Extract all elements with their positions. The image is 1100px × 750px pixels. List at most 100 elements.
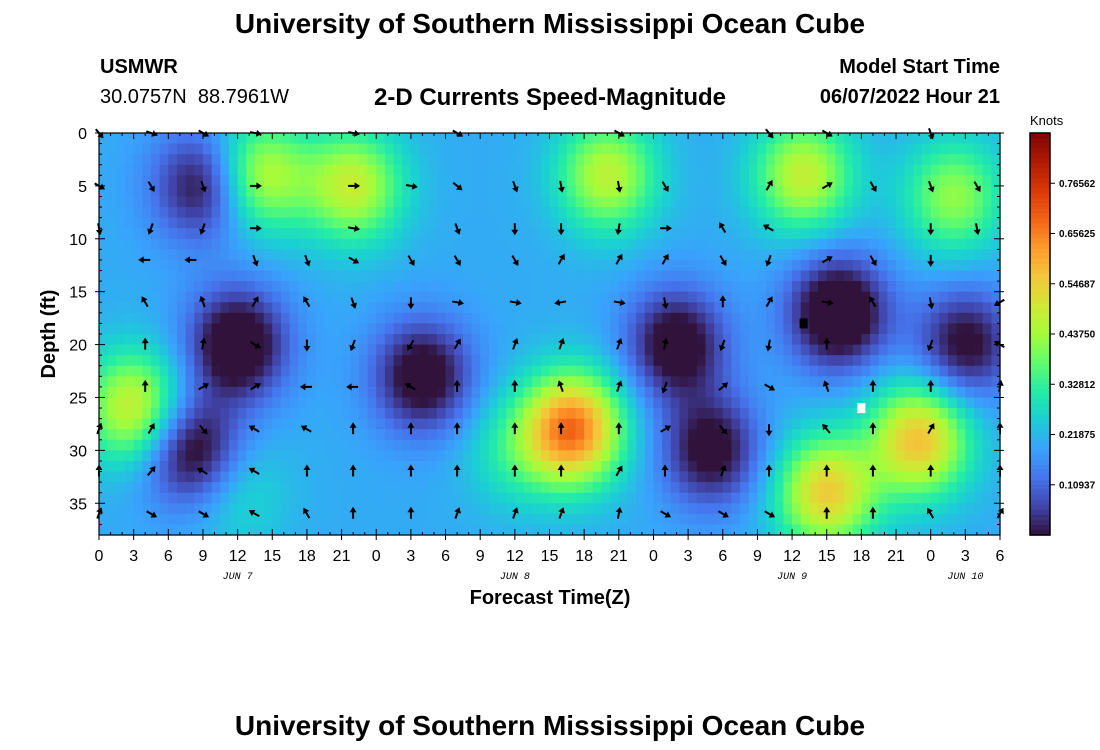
heatmap-cell — [627, 133, 637, 145]
heatmap-cell — [705, 482, 715, 494]
heatmap-cell — [246, 175, 256, 187]
current-arrow — [557, 464, 565, 477]
heatmap-cell — [506, 217, 516, 229]
heatmap-cell — [194, 376, 204, 388]
heatmap-cell — [679, 439, 689, 451]
heatmap-cell — [445, 482, 455, 494]
heatmap-cell — [393, 259, 403, 272]
heatmap-cell — [826, 376, 836, 388]
heatmap-cell — [904, 291, 914, 303]
heatmap-cell — [202, 196, 213, 208]
heatmap-cell — [384, 386, 395, 399]
heatmap-cell — [497, 334, 507, 346]
heatmap-cell — [289, 302, 299, 314]
current-arrow — [511, 464, 519, 477]
colorbar-segment — [1030, 469, 1050, 476]
heatmap-cell — [168, 302, 178, 314]
heatmap-cell — [800, 429, 810, 441]
heatmap-cell — [566, 334, 577, 346]
heatmap-cell — [376, 133, 386, 145]
heatmap-cell — [428, 397, 438, 409]
heatmap-cell — [861, 323, 871, 335]
heatmap-cell — [410, 133, 421, 145]
heatmap-cell — [142, 334, 152, 346]
heatmap-cell — [696, 323, 707, 335]
heatmap-cell — [514, 365, 525, 377]
heatmap-cell — [991, 164, 1001, 176]
heatmap-cell — [870, 238, 880, 250]
heatmap-cell — [896, 143, 906, 155]
heatmap-cell — [220, 397, 230, 409]
heatmap-cell — [393, 429, 403, 441]
heatmap-cell — [367, 482, 377, 494]
heatmap-cell — [272, 259, 282, 272]
current-arrow — [511, 422, 519, 435]
heatmap-cell — [991, 143, 1001, 155]
heatmap-cell — [150, 355, 161, 367]
heatmap-cell — [644, 207, 655, 219]
heatmap-cell — [653, 513, 663, 526]
heatmap-cell — [202, 471, 213, 483]
heatmap-cell — [913, 397, 923, 409]
heatmap-cell — [566, 217, 577, 229]
heatmap-cell — [367, 355, 377, 367]
heatmap-cell — [488, 249, 499, 261]
heatmap-cell — [237, 471, 247, 483]
heatmap-cell — [774, 175, 785, 187]
heatmap-cell — [584, 228, 594, 240]
heatmap-cell — [922, 175, 932, 187]
heatmap-cell — [402, 344, 412, 356]
heatmap-cell — [124, 418, 135, 430]
current-arrow — [616, 380, 623, 392]
heatmap-cell — [826, 196, 836, 208]
current-arrow — [821, 182, 833, 190]
heatmap-cell — [618, 429, 629, 441]
heatmap-cell — [991, 344, 1001, 356]
heatmap-cell — [237, 482, 247, 494]
heatmap-cell — [835, 460, 845, 473]
heatmap-cell — [714, 164, 724, 176]
heatmap-cell — [991, 281, 1001, 293]
heatmap-cell — [948, 460, 958, 473]
heatmap-cell — [142, 259, 152, 272]
heatmap-cell — [150, 154, 161, 166]
current-arrow — [822, 380, 830, 392]
x-tick-label: 9 — [753, 548, 762, 565]
heatmap-cell — [800, 143, 810, 155]
heatmap-cell — [731, 524, 741, 536]
heatmap-cell — [930, 460, 940, 473]
heatmap-cell — [185, 281, 195, 293]
heatmap-cell — [228, 355, 239, 367]
heatmap-cell — [679, 460, 689, 473]
heatmap-cell — [159, 365, 169, 377]
heatmap-cell — [852, 386, 862, 399]
heatmap-cell — [480, 196, 490, 208]
heatmap-cell — [194, 133, 204, 145]
heatmap-cell — [714, 492, 724, 504]
heatmap-cell — [757, 408, 767, 420]
heatmap-cell — [549, 133, 559, 145]
heatmap-cell — [948, 418, 958, 430]
heatmap-cell — [896, 259, 906, 272]
heatmap-cell — [488, 196, 499, 208]
heatmap-cell — [887, 460, 897, 473]
heatmap-cell — [107, 249, 117, 261]
heatmap-cell — [896, 376, 906, 388]
current-arrow — [823, 337, 831, 350]
heatmap-cell — [142, 397, 152, 409]
heatmap-cell — [220, 302, 230, 314]
heatmap-cell — [445, 302, 455, 314]
heatmap-cell — [705, 471, 715, 483]
heatmap-cell — [887, 450, 897, 462]
heatmap-cell — [844, 270, 854, 282]
heatmap-cell — [549, 503, 559, 515]
heatmap-cell — [289, 259, 299, 272]
heatmap-cell — [107, 513, 117, 526]
heatmap-cell — [150, 249, 161, 261]
heatmap-cell — [575, 323, 585, 335]
heatmap-cell — [852, 133, 862, 145]
heatmap-cell — [688, 397, 698, 409]
heatmap-cell — [610, 133, 620, 145]
current-arrow — [303, 464, 311, 477]
heatmap-cell — [636, 460, 646, 473]
